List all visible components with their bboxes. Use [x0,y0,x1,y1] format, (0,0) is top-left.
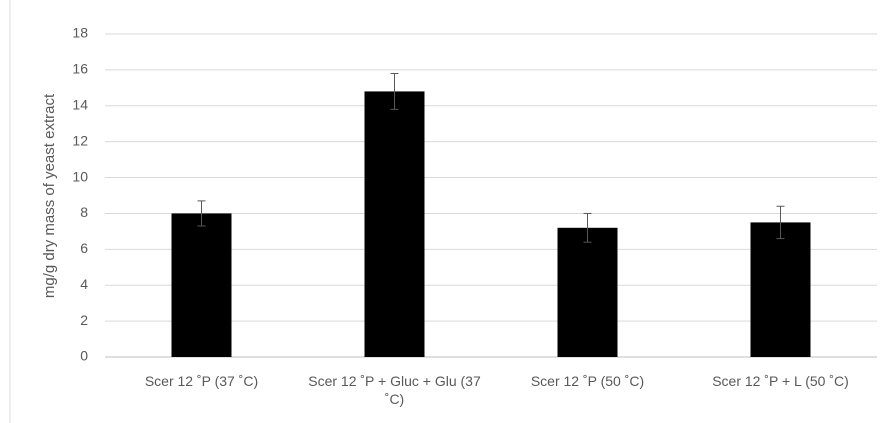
x-tick-label: Scer 12 ˚P (37 ˚C) [144,373,259,389]
bar [557,227,618,357]
y-tick-label: 4 [80,276,88,292]
bar [171,213,232,357]
bar [364,91,425,357]
y-tick-label: 8 [80,204,88,220]
y-tick-label: 16 [72,61,88,77]
x-tick-label: Scer 12 ˚P (50 ˚C) [530,373,645,389]
y-tick-label: 0 [80,348,88,364]
y-axis-title: mg/g dry mass of yeast extract [41,93,58,298]
y-tick-label: 6 [80,240,88,256]
y-tick-label: 2 [80,312,88,328]
y-tick-label: 12 [72,132,88,148]
y-tick-label: 14 [72,96,88,112]
error-bar [390,72,399,110]
bar [750,222,811,357]
error-bar [583,212,592,243]
y-tick-label: 18 [72,25,88,41]
x-tick-label: Scer 12 ˚P + L (50 ˚C) [712,373,849,389]
error-bar [197,200,206,227]
error-bar [776,205,785,240]
x-tick-label: Scer 12 ˚P + Gluc + Glu (37 ˚C) [308,373,481,407]
y-tick-label: 10 [72,168,88,184]
